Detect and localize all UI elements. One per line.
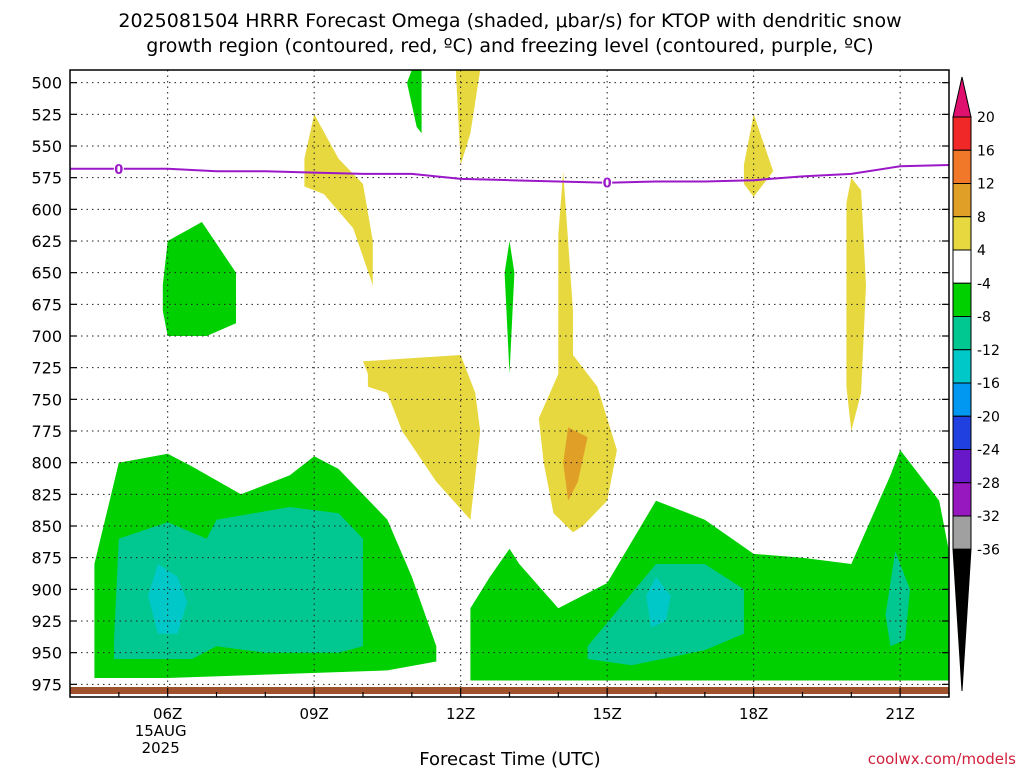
colorbar-label--24: -24 [977, 443, 1000, 459]
omega-region-3 [407, 70, 422, 134]
y-tick-label-850: 850 [31, 517, 62, 536]
colorbar-segment [952, 316, 972, 351]
colorbar-segment [952, 382, 972, 417]
chart-title-line-1: 2025081504 HRRR Forecast Omega (shaded, … [118, 10, 901, 32]
omega-region-11 [455, 70, 481, 165]
colorbar-label--32: -32 [977, 509, 1000, 525]
colorbar-segment [952, 349, 972, 384]
y-tick-label-500: 500 [31, 74, 62, 93]
x-tick-label-21Z: 21Z [885, 705, 914, 723]
y-tick-label-900: 900 [31, 580, 62, 599]
colorbar-segment [952, 183, 972, 218]
freezing-level-label: 0 [603, 177, 612, 192]
omega-region-12 [363, 355, 481, 520]
y-tick-label-700: 700 [31, 327, 62, 346]
omega-region-14 [743, 114, 774, 197]
x-tick-label-15Z: 15Z [592, 705, 621, 723]
omega-region-2 [162, 222, 236, 336]
colorbar-label-20: 20 [977, 110, 995, 126]
y-tick-label-600: 600 [31, 200, 62, 219]
colorbar-segment [952, 149, 972, 184]
chart-title-line-2: growth region (contoured, red, ºC) and f… [146, 35, 873, 57]
x-tick-label-18Z: 18Z [739, 705, 768, 723]
freezing-level-label-bg [113, 160, 124, 176]
freezing-level-line [70, 164, 950, 184]
colorbar-segment [952, 282, 972, 317]
colorbar-label--28: -28 [977, 476, 1000, 492]
colorbar-label--36: -36 [977, 542, 1000, 558]
omega-region-16 [563, 427, 588, 501]
colorbar-label--8: -8 [977, 310, 991, 326]
colorbar-label--4: -4 [977, 276, 991, 292]
colorbar-segment [952, 116, 972, 151]
colorbar-label--20: -20 [977, 409, 1000, 425]
y-tick-label-925: 925 [31, 612, 62, 631]
x-tick-label-06Z: 06Z [153, 705, 182, 723]
pressure-axis: 500 525 550 575 600 625 650 675 700 725 750 775 800 8… [31, 74, 949, 694]
omega-region-1 [470, 450, 949, 681]
y-tick-label-975: 975 [31, 675, 62, 694]
y-tick-label-725: 725 [31, 359, 62, 378]
colorbar-bottom-arrow [952, 548, 972, 692]
y-tick-label-625: 625 [31, 232, 62, 251]
omega-region-7 [885, 551, 910, 647]
omega-region-5 [114, 507, 363, 659]
y-tick-label-575: 575 [31, 169, 62, 188]
colorbar-segment [952, 216, 972, 251]
x-tick-label-12Z: 12Z [446, 705, 475, 723]
y-tick-label-525: 525 [31, 105, 62, 124]
y-tick-label-950: 950 [31, 644, 62, 663]
freezing-level-contour: 00 [70, 160, 950, 192]
colorbar-label--16: -16 [977, 376, 1000, 392]
y-tick-label-775: 775 [31, 422, 62, 441]
grid-lines [70, 70, 949, 697]
y-tick-label-550: 550 [31, 137, 62, 156]
colorbar-segment [952, 249, 972, 284]
colorbar-label-4: 4 [977, 243, 986, 259]
y-tick-label-650: 650 [31, 264, 62, 283]
freezing-level-label: 0 [114, 163, 123, 178]
omega-region-4 [504, 241, 515, 374]
colorbar-legend: 20 16 12 8 4 -4 -8 -12 -16 -20 -24 -28 -32 -36 [952, 76, 1000, 692]
colorbar-label--12: -12 [977, 343, 1000, 359]
x-tick-year: 2025 [142, 739, 180, 757]
y-tick-label-675: 675 [31, 295, 62, 314]
colorbar-segment [952, 449, 972, 484]
colorbar-label-8: 8 [977, 210, 986, 226]
credit-text: coolwx.com/models [868, 750, 1016, 768]
colorbar-label-12: 12 [977, 177, 995, 193]
colorbar-segment [952, 482, 972, 517]
colorbar-segment [952, 515, 972, 550]
ground-surface-bar [70, 687, 949, 694]
omega-region-13 [538, 171, 617, 533]
x-axis-label: Forecast Time (UTC) [419, 749, 600, 768]
y-tick-label-825: 825 [31, 485, 62, 504]
y-tick-label-800: 800 [31, 454, 62, 473]
x-tick-date: 15AUG [135, 722, 187, 740]
freezing-level-label-bg [602, 174, 613, 190]
omega-region-10 [304, 114, 373, 286]
colorbar-top-arrow [952, 76, 972, 118]
x-tick-label-09Z: 09Z [299, 705, 328, 723]
y-tick-label-875: 875 [31, 549, 62, 568]
y-tick-label-750: 750 [31, 390, 62, 409]
colorbar-segment [952, 415, 972, 450]
colorbar-label-16: 16 [977, 143, 995, 159]
